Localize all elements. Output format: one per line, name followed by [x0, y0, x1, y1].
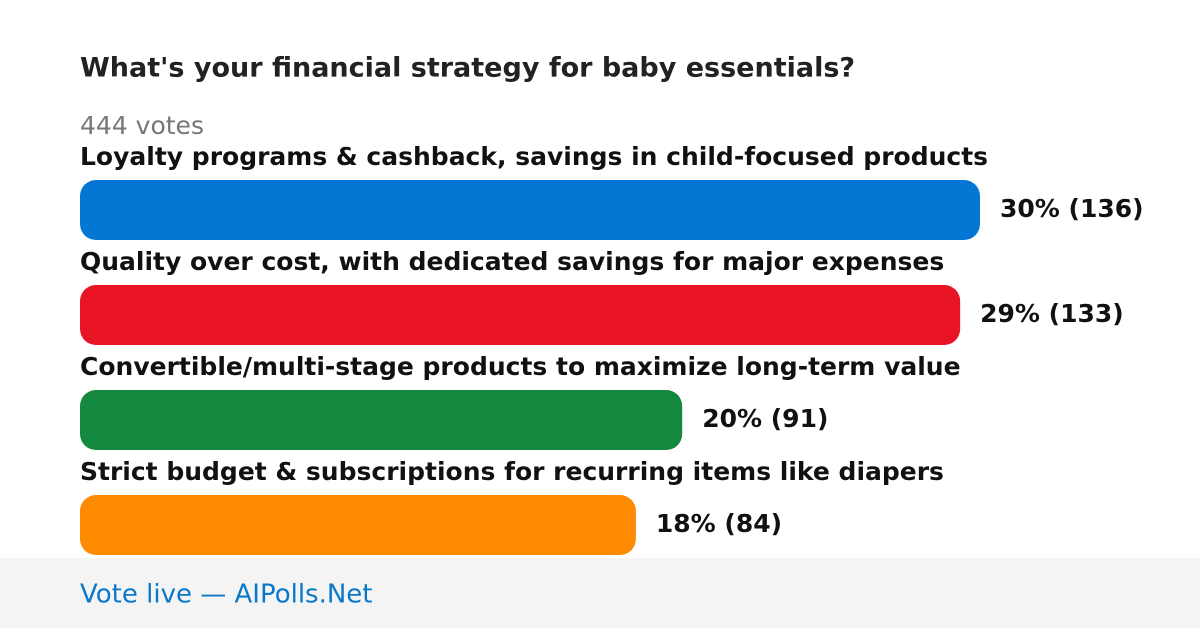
- footer-link[interactable]: Vote live — AIPolls.Net: [80, 580, 373, 610]
- option-label: Quality over cost, with dedicated saving…: [80, 247, 944, 276]
- footer-band: [0, 558, 1200, 628]
- option-label: Loyalty programs & cashback, savings in …: [80, 142, 988, 171]
- bar: [80, 285, 961, 345]
- bar: [80, 390, 683, 450]
- bar: [80, 495, 636, 555]
- value-label: 29% (133): [980, 299, 1124, 328]
- value-label: 18% (84): [656, 509, 782, 538]
- value-label: 20% (91): [702, 404, 828, 433]
- value-label: 30% (136): [1000, 194, 1144, 223]
- chart-title: What's your financial strategy for baby …: [80, 53, 855, 84]
- vote-count: 444 votes: [80, 111, 204, 140]
- bar: [80, 180, 980, 240]
- option-label: Strict budget & subscriptions for recurr…: [80, 457, 944, 486]
- option-label: Convertible/multi-stage products to maxi…: [80, 352, 961, 381]
